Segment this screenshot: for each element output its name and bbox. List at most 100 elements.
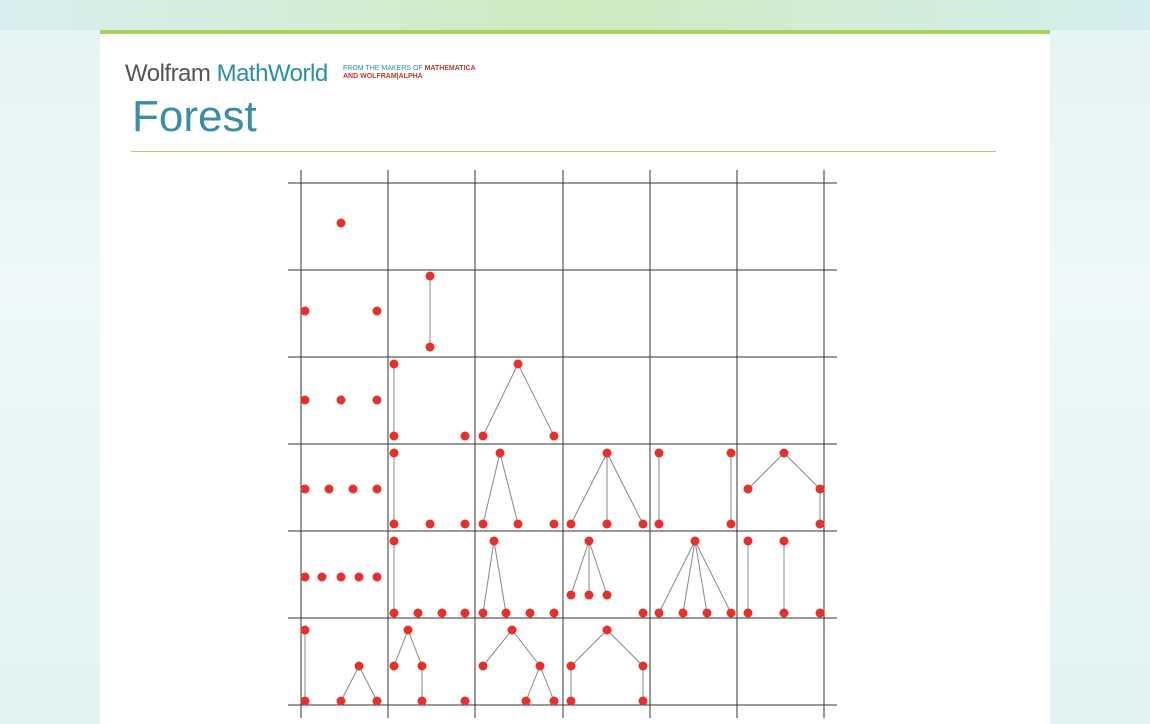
graph-node [654, 448, 664, 458]
graph-edge [358, 665, 378, 702]
title-rule [131, 151, 996, 152]
graph-edge [606, 629, 644, 667]
graph-edge [682, 540, 696, 614]
graph-node [779, 536, 789, 546]
graph-node [460, 696, 470, 706]
graph-edge [493, 540, 507, 614]
graph-node [602, 519, 612, 529]
graph-node [513, 359, 523, 369]
graph-node [336, 572, 346, 582]
graph-node [535, 661, 545, 671]
graph-node [372, 572, 382, 582]
graph-edge [482, 363, 519, 437]
graph-node [815, 519, 825, 529]
graph-node [324, 484, 334, 494]
graph-node [372, 306, 382, 316]
tagline-text: AND WOLFRAM|ALPHA [343, 73, 423, 80]
graph-node [726, 519, 736, 529]
graph-node [602, 625, 612, 635]
graph-node [549, 519, 559, 529]
graph-edge [570, 540, 590, 596]
graph-node [654, 519, 664, 529]
graph-node [354, 661, 364, 671]
graph-node [549, 431, 559, 441]
graph-edge [658, 540, 696, 614]
graph-node [678, 608, 688, 618]
graph-node [478, 608, 488, 618]
graph-node [726, 448, 736, 458]
graph-node [336, 395, 346, 405]
graph-edge [517, 363, 555, 437]
graph-node [478, 519, 488, 529]
graph-node [566, 696, 576, 706]
graph-node [389, 536, 399, 546]
site-logo[interactable]: Wolfram MathWorld [125, 60, 328, 88]
graph-node [478, 661, 488, 671]
graph-node [389, 448, 399, 458]
graph-node [389, 519, 399, 529]
graph-node [354, 572, 364, 582]
graph-node [372, 395, 382, 405]
graph-node [403, 625, 413, 635]
graph-edge [606, 452, 644, 525]
graph-node [549, 696, 559, 706]
graph-node [417, 696, 427, 706]
graph-edge [407, 629, 423, 667]
graph-node [743, 536, 753, 546]
graph-node [815, 484, 825, 494]
graph-edge [694, 540, 732, 614]
graph-node [300, 484, 310, 494]
graph-node [460, 519, 470, 529]
graph-node [389, 608, 399, 618]
graph-node [549, 608, 559, 618]
tagline: FROM THE MAKERS OF MATHEMATICA AND WOLFRA… [343, 65, 476, 81]
graph-node [566, 519, 576, 529]
graph-node [389, 431, 399, 441]
graph-edge [570, 629, 608, 667]
graph-node [638, 696, 648, 706]
graph-node [300, 625, 310, 635]
graph-node [425, 342, 435, 352]
graph-node [525, 608, 535, 618]
graph-node [638, 519, 648, 529]
graph-edge [482, 452, 501, 525]
page-title: Forest [132, 92, 257, 141]
graph-edge [482, 540, 495, 614]
graph-node [413, 608, 423, 618]
graph-edge [511, 629, 541, 667]
graph-node [779, 608, 789, 618]
graph-node [417, 661, 427, 671]
graph-edge [482, 629, 513, 667]
graph-node [300, 696, 310, 706]
graph-node [566, 590, 576, 600]
graph-node [779, 448, 789, 458]
graph-node [584, 536, 594, 546]
graph-node [425, 271, 435, 281]
graph-node [478, 431, 488, 441]
graph-edge [747, 452, 785, 490]
graph-edge [588, 540, 608, 596]
graph-node [501, 608, 511, 618]
graph-node [743, 608, 753, 618]
graph-node [489, 536, 499, 546]
graph-node [654, 608, 664, 618]
graph-node [702, 608, 712, 618]
graph-edge [499, 452, 519, 525]
graph-node [602, 448, 612, 458]
logo-text: MathWorld [216, 60, 329, 87]
graph-edge [694, 540, 708, 614]
graph-node [815, 608, 825, 618]
graph-node [584, 590, 594, 600]
graph-node [372, 484, 382, 494]
graph-edge [570, 452, 608, 525]
graph-node [513, 519, 523, 529]
logo-text: Wolfram [125, 60, 211, 87]
tagline-text: MATHEMATICA [424, 65, 476, 72]
graph-edge [525, 665, 541, 702]
graph-node [638, 661, 648, 671]
graph-node [300, 306, 310, 316]
graph-node [566, 661, 576, 671]
graph-node [460, 431, 470, 441]
